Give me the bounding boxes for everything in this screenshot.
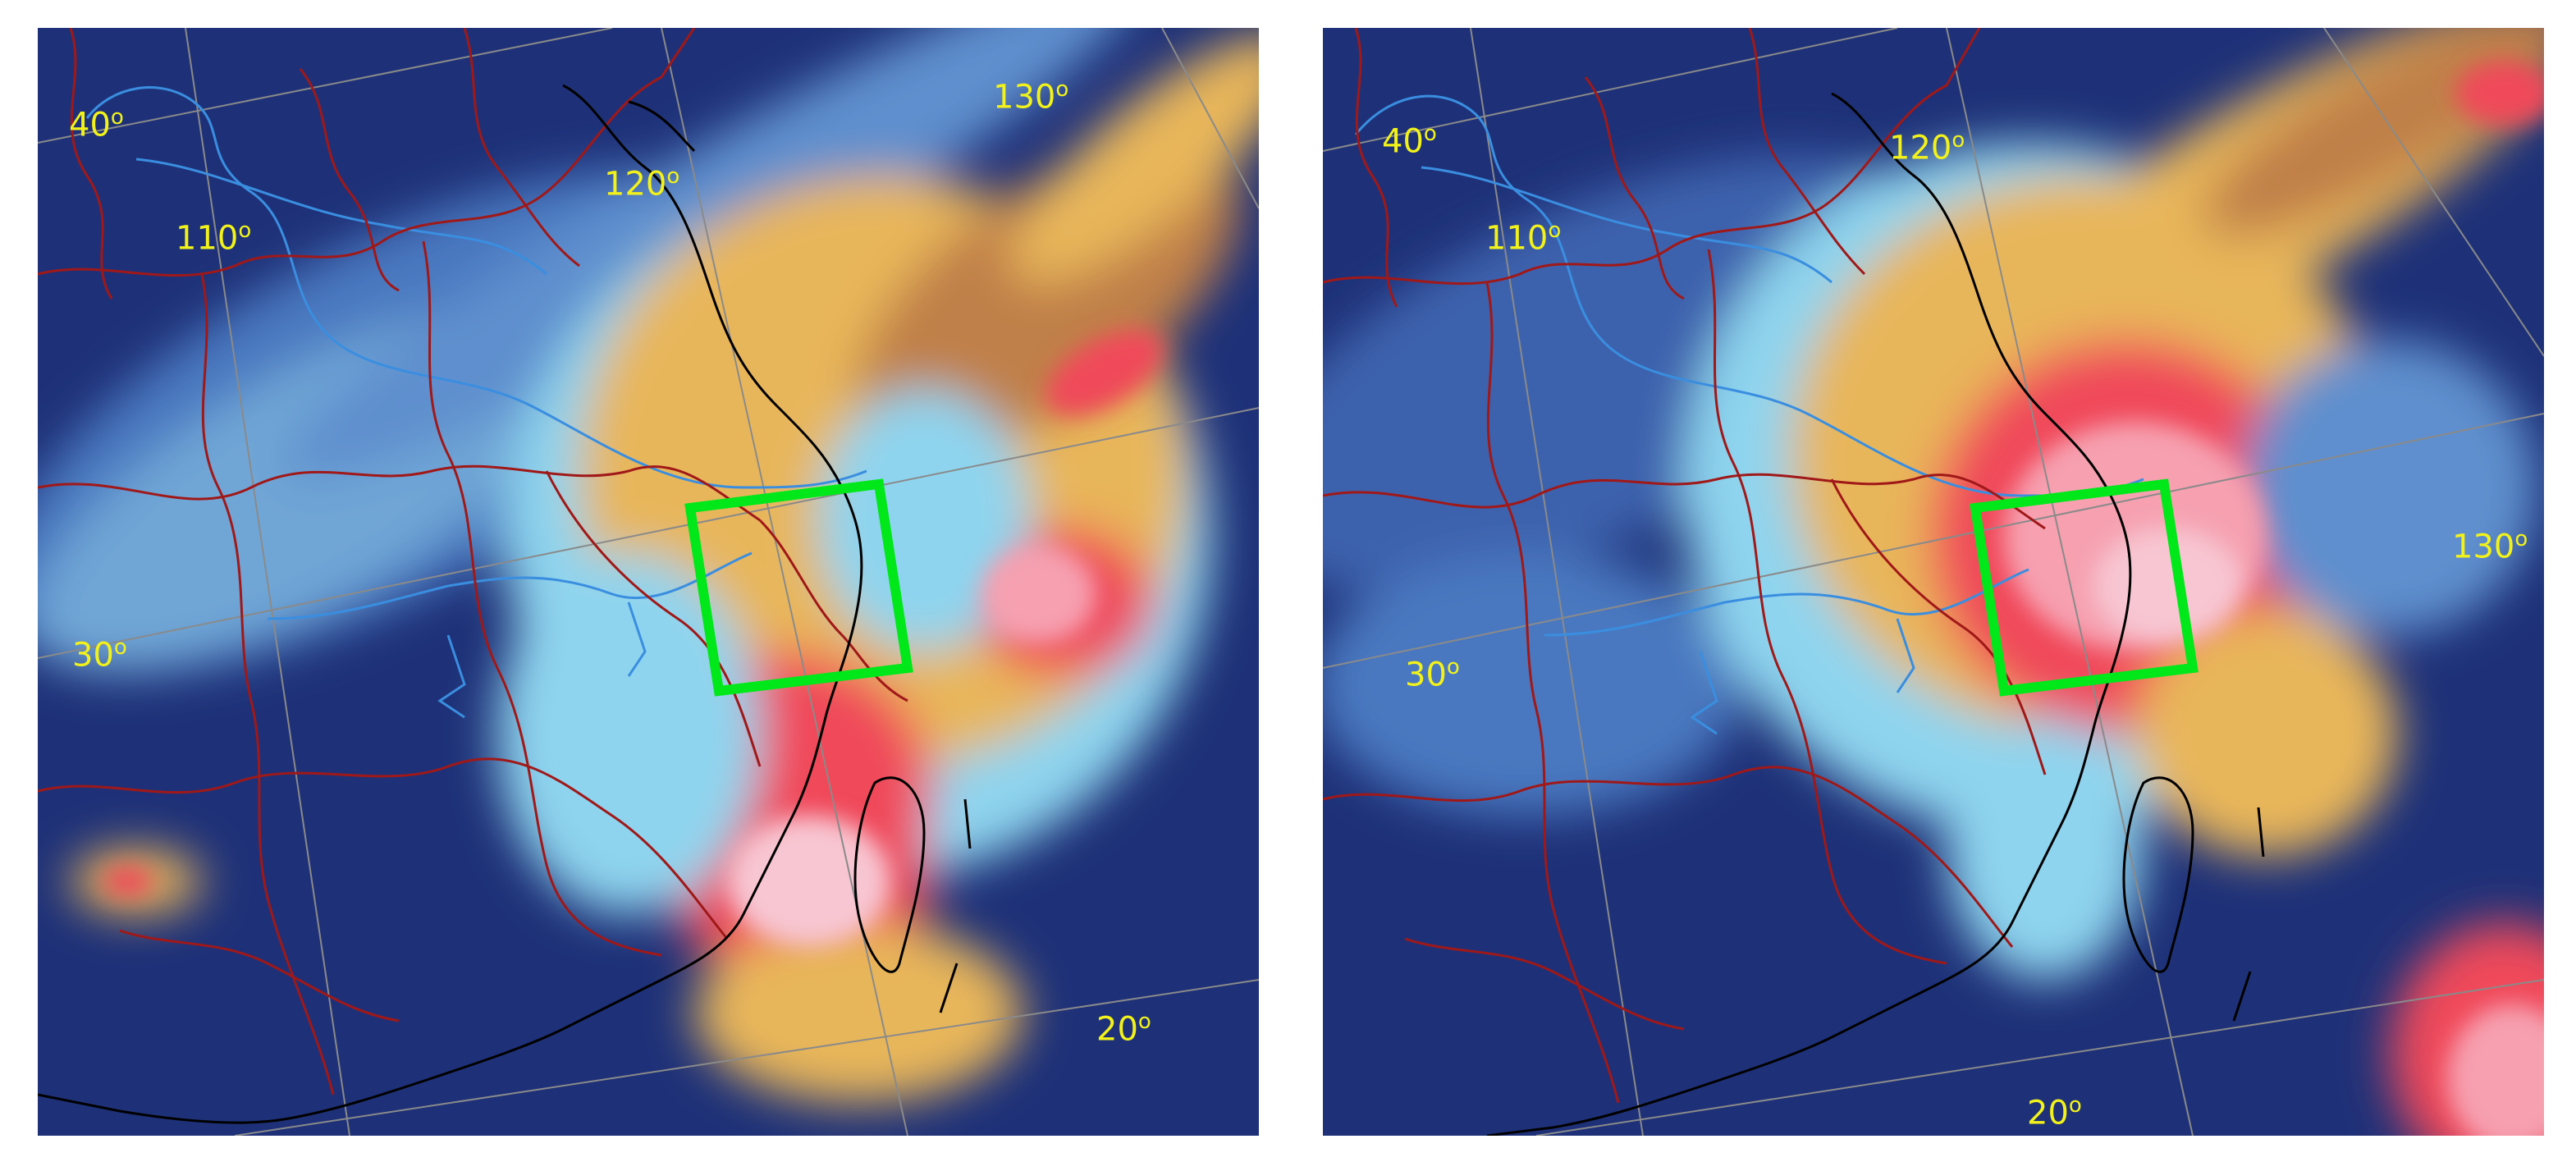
rivers-left	[85, 86, 867, 719]
lon-120-label: 120o	[604, 164, 680, 204]
lat-30-label: 30o	[72, 635, 127, 675]
coastline-left	[38, 84, 972, 1124]
lat-30-label: 30o	[1405, 655, 1460, 694]
coastline-right	[1486, 92, 2265, 1136]
study-area-box-right	[1970, 478, 2199, 697]
lat-20-label: 20o	[1096, 1009, 1151, 1049]
province-borders-left	[38, 28, 908, 1096]
study-area-box-left	[684, 478, 913, 697]
lon-130-label: 130o	[993, 77, 1069, 117]
satellite-panel-left: 40o 110o 120o 130o 30o 20o	[38, 28, 1259, 1136]
satellite-image-right	[1323, 28, 2544, 1136]
satellite-panel-right: 40o 110o 120o 130o 30o 20o	[1323, 28, 2544, 1136]
lon-110-label: 110o	[176, 218, 252, 258]
lat-40-label: 40o	[1382, 121, 1437, 161]
graticule-right	[1323, 28, 2544, 1136]
lat-20-label: 20o	[2027, 1093, 2082, 1132]
lon-120-label: 120o	[1889, 128, 1965, 167]
lat-40-label: 40o	[69, 105, 124, 144]
lon-130-label: 130o	[2452, 527, 2528, 566]
graticule-left	[38, 28, 1259, 1136]
satellite-image-left	[38, 28, 1259, 1136]
province-borders-right	[1323, 28, 2047, 1104]
rivers-right	[1354, 94, 2144, 735]
lon-110-label: 110o	[1485, 218, 1562, 258]
